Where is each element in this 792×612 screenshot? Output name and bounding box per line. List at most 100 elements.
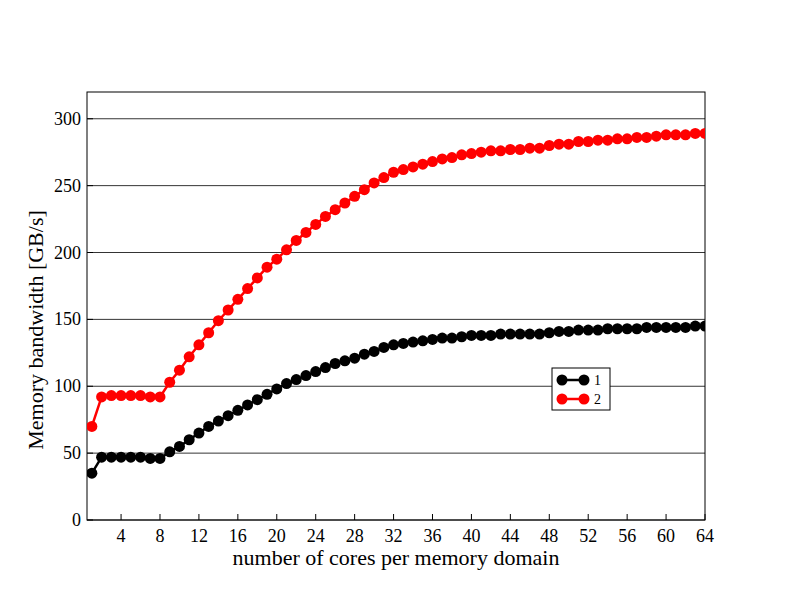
- data-point: [184, 434, 195, 445]
- data-point: [515, 144, 526, 155]
- plot-area: [87, 128, 705, 479]
- data-point: [154, 453, 165, 464]
- x-tick-label: 12: [190, 526, 208, 546]
- legend-label: 1: [594, 373, 601, 388]
- data-point: [651, 131, 662, 142]
- data-point: [641, 132, 652, 143]
- data-point: [291, 374, 302, 385]
- y-tick-label: 150: [54, 309, 81, 329]
- data-point: [670, 322, 681, 333]
- x-tick-label: 4: [117, 526, 126, 546]
- data-point: [485, 145, 496, 156]
- data-point: [446, 152, 457, 163]
- y-tick-label: 300: [54, 109, 81, 129]
- data-point: [408, 161, 419, 172]
- data-point: [680, 322, 691, 333]
- data-point: [700, 321, 706, 332]
- data-point: [446, 333, 457, 344]
- grid-line: [87, 319, 705, 320]
- data-point: [466, 148, 477, 159]
- data-point: [291, 235, 302, 246]
- x-tick: [121, 514, 122, 520]
- data-point: [203, 327, 214, 338]
- data-point: [408, 337, 419, 348]
- data-point: [125, 452, 136, 463]
- data-point: [612, 133, 623, 144]
- data-point: [554, 326, 565, 337]
- data-point: [223, 410, 234, 421]
- data-point: [495, 329, 506, 340]
- data-point: [427, 334, 438, 345]
- data-point: [232, 294, 243, 305]
- data-point: [116, 390, 127, 401]
- data-point: [135, 390, 146, 401]
- data-point: [164, 377, 175, 388]
- x-tick-label: 24: [307, 526, 325, 546]
- series-line: [92, 133, 705, 426]
- data-point: [524, 329, 535, 340]
- x-tick-label: 40: [462, 526, 480, 546]
- data-point: [369, 346, 380, 357]
- grid-line: [87, 118, 705, 119]
- data-point: [106, 452, 117, 463]
- data-point: [271, 383, 282, 394]
- data-point: [554, 139, 565, 150]
- data-point: [223, 305, 234, 316]
- plot-frame: [87, 92, 705, 520]
- data-point: [174, 365, 185, 376]
- data-point: [359, 349, 370, 360]
- y-tick-label: 100: [54, 376, 81, 396]
- data-point: [563, 139, 574, 150]
- data-point: [417, 335, 428, 346]
- x-tick: [432, 514, 433, 520]
- data-point: [661, 129, 672, 140]
- data-point: [690, 321, 701, 332]
- data-point: [388, 167, 399, 178]
- data-point: [544, 140, 555, 151]
- data-point: [398, 338, 409, 349]
- data-point: [505, 329, 516, 340]
- data-point: [300, 370, 311, 381]
- data-point: [622, 133, 633, 144]
- data-point: [96, 391, 107, 402]
- data-point: [661, 322, 672, 333]
- y-tick: [87, 453, 93, 454]
- data-point: [184, 351, 195, 362]
- data-point: [515, 329, 526, 340]
- data-point: [349, 353, 360, 364]
- grid-line: [87, 252, 705, 253]
- data-point: [583, 325, 594, 336]
- y-tick: [87, 185, 93, 186]
- x-tick: [510, 514, 511, 520]
- data-point: [87, 468, 97, 479]
- data-point: [232, 405, 243, 416]
- data-point: [320, 211, 331, 222]
- x-tick: [276, 514, 277, 520]
- data-point: [281, 378, 292, 389]
- data-point: [378, 342, 389, 353]
- data-point: [534, 143, 545, 154]
- data-point: [427, 156, 438, 167]
- data-point: [602, 323, 613, 334]
- data-point: [631, 323, 642, 334]
- x-tick: [471, 514, 472, 520]
- data-point: [670, 129, 681, 140]
- x-tick: [393, 514, 394, 520]
- data-point: [700, 128, 706, 139]
- data-point: [116, 452, 127, 463]
- data-point: [310, 366, 321, 377]
- data-point: [592, 135, 603, 146]
- x-tick: [159, 514, 160, 520]
- data-point: [485, 330, 496, 341]
- data-point: [622, 323, 633, 334]
- data-point: [641, 322, 652, 333]
- data-point: [330, 358, 341, 369]
- legend-box: [552, 368, 610, 410]
- data-point: [505, 144, 516, 155]
- x-tick: [354, 514, 355, 520]
- data-point: [339, 198, 350, 209]
- y-axis-label: Memory bandwidth [GB/s]: [23, 210, 48, 450]
- x-tick-label: 16: [229, 526, 247, 546]
- data-point: [193, 339, 204, 350]
- data-point: [174, 441, 185, 452]
